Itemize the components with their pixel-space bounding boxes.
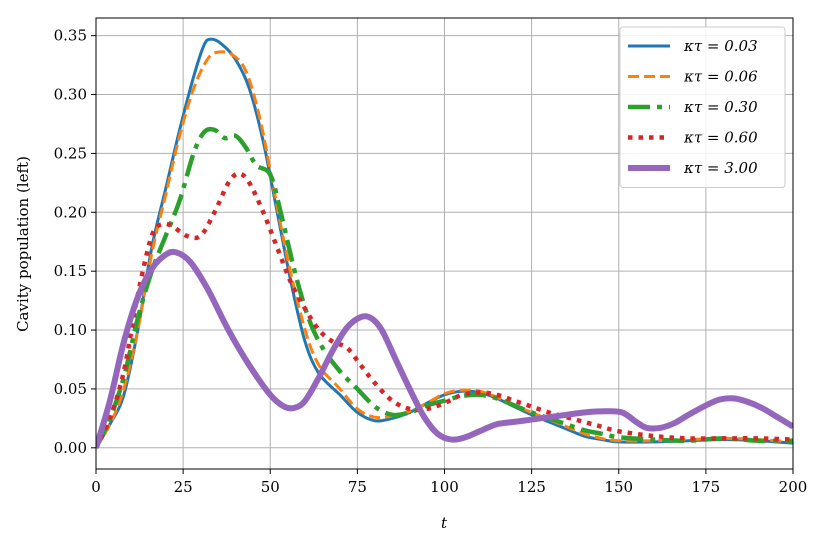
y-tick-label: 0.25 (54, 144, 87, 162)
x-tick-label: 25 (174, 478, 193, 496)
x-tick-label: 200 (779, 478, 808, 496)
x-tick-label: 75 (348, 478, 367, 496)
series-line-3 (96, 126, 793, 449)
y-tick-label: 0.05 (54, 380, 87, 398)
series-line-1 (96, 37, 793, 449)
x-tick-label: 0 (91, 478, 101, 496)
legend: κτ = 0.03 κτ = 0.06 κτ = 0.30 κτ = 0.60 κτ =… (619, 26, 786, 188)
x-tick-label: 125 (517, 478, 546, 496)
y-tick-label: 0.20 (54, 203, 87, 221)
series-lines (96, 37, 793, 449)
y-tick-label: 0.15 (54, 262, 87, 280)
series-line-4 (96, 171, 793, 449)
legend-label-3: κτ = 0.30 (683, 98, 758, 116)
y-tick-label: 0.30 (54, 86, 87, 104)
x-tick-label: 100 (430, 478, 459, 496)
legend-label-4: κτ = 0.60 (683, 129, 758, 147)
x-axis-label: t (441, 514, 448, 532)
y-tick-label: 0.00 (54, 439, 87, 457)
x-tick-label: 150 (604, 478, 633, 496)
x-tick-label: 50 (261, 478, 280, 496)
plot-frame (95, 17, 794, 470)
y-tick-label: 0.35 (54, 27, 87, 45)
axis-ticks: 0 25 50 75 100 125 150 175 200 0.00 0.05 0.10 0.15 0.… (54, 27, 808, 496)
y-axis-label: Cavity population (left) (14, 156, 32, 332)
legend-label-1: κτ = 0.03 (683, 37, 758, 55)
x-tick-label: 175 (692, 478, 721, 496)
legend-box (619, 26, 786, 188)
series-line-2 (96, 50, 793, 449)
legend-label-5: κτ = 3.00 (683, 159, 758, 177)
series-line-5 (96, 248, 793, 449)
legend-label-2: κτ = 0.06 (683, 68, 758, 86)
y-tick-label: 0.10 (54, 321, 87, 339)
